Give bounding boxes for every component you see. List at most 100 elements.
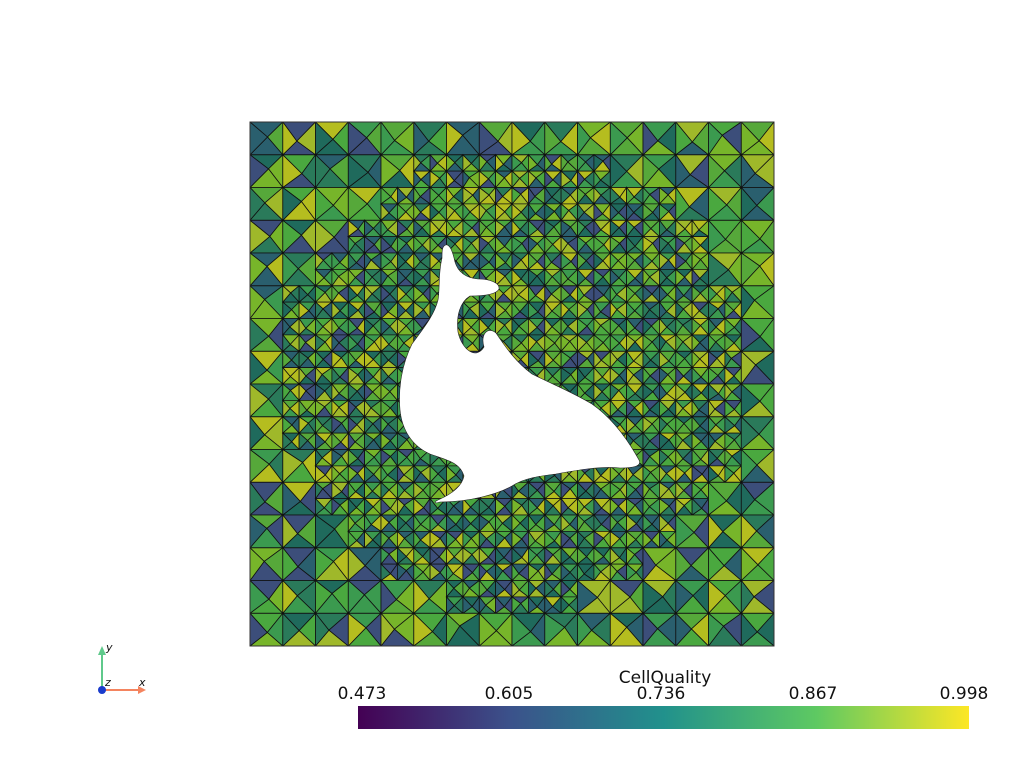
- mesh-cell: [396, 432, 408, 451]
- mesh-cell: [380, 284, 391, 304]
- x-axis-arrowhead: [138, 686, 146, 694]
- mesh-cell: [282, 301, 293, 320]
- mesh-cell: [380, 546, 390, 566]
- mesh-cell: [282, 399, 291, 418]
- mesh-cell: [560, 219, 572, 238]
- mesh-cell: [413, 153, 422, 173]
- mesh-cell: [364, 481, 373, 500]
- mesh-cell: [740, 612, 758, 646]
- mesh-cell: [675, 252, 687, 271]
- mesh-cell: [724, 350, 732, 369]
- mesh-cell: [364, 464, 375, 484]
- mesh-cell: [478, 301, 489, 320]
- mesh-cell: [675, 350, 686, 369]
- mesh-cell: [708, 153, 726, 189]
- mesh-cell: [626, 186, 635, 205]
- mesh-cell: [511, 562, 520, 582]
- mesh-cell: [642, 579, 664, 615]
- mesh-cell: [740, 546, 759, 582]
- mesh-cell: [429, 563, 441, 582]
- mesh-cell: [396, 252, 407, 271]
- mesh-cell: [380, 514, 390, 533]
- mesh-cell: [364, 497, 374, 516]
- mesh-cell: [495, 252, 507, 271]
- mesh-cell: [528, 252, 538, 271]
- mesh-cell: [626, 334, 636, 353]
- mesh-cell: [250, 122, 269, 156]
- mesh-cell: [659, 300, 668, 320]
- mesh-cell: [396, 415, 405, 435]
- mesh-cell: [560, 546, 571, 565]
- mesh-cell: [724, 334, 735, 353]
- mesh-cell: [462, 563, 474, 582]
- mesh-cell: [282, 333, 291, 353]
- mesh-cell: [626, 514, 638, 533]
- mesh-cell: [282, 366, 291, 385]
- mesh-cell: [478, 546, 490, 565]
- mesh-cell: [609, 268, 620, 287]
- mesh-cell: [577, 284, 585, 304]
- mesh-cell: [446, 186, 455, 205]
- mesh-cell: [659, 415, 668, 435]
- mesh-cell: [724, 301, 735, 320]
- mesh-cell: [708, 333, 717, 353]
- mesh-cell: [528, 513, 537, 533]
- mesh-cell: [626, 317, 636, 336]
- mesh-cell: [675, 284, 685, 303]
- mesh-cell: [380, 563, 392, 582]
- mesh-cell: [659, 252, 670, 271]
- mesh-cell: [691, 350, 701, 369]
- mesh-cell: [544, 235, 554, 255]
- mesh-cell: [511, 219, 521, 238]
- mesh-cell: [560, 350, 572, 369]
- mesh-cell: [544, 514, 555, 533]
- mesh-cell: [544, 481, 555, 500]
- mesh-cell: [511, 153, 523, 172]
- mesh-cell: [659, 366, 669, 386]
- mesh-cell: [298, 317, 307, 336]
- mesh-cell: [528, 186, 536, 205]
- mesh-cell: [691, 284, 701, 304]
- mesh-cell: [642, 514, 653, 533]
- mesh-cell: [675, 317, 684, 337]
- mesh-cell: [691, 252, 702, 271]
- mesh-cell: [675, 415, 685, 435]
- mesh-cell: [511, 481, 520, 500]
- mesh-cell: [675, 399, 684, 418]
- mesh-cell: [347, 383, 358, 402]
- mesh-cell: [347, 122, 368, 156]
- mesh-cell: [740, 481, 756, 517]
- mesh-cell: [364, 513, 372, 533]
- mesh-cell: [626, 268, 636, 287]
- mesh-cell: [560, 579, 571, 598]
- mesh-cell: [675, 366, 685, 385]
- mesh-cell: [626, 464, 634, 484]
- mesh-cell: [347, 333, 359, 353]
- mesh-cell: [446, 562, 454, 582]
- mesh-cell: [659, 481, 670, 500]
- mesh-cell: [315, 186, 334, 222]
- mesh-cell: [642, 203, 654, 222]
- mesh-cell: [315, 383, 326, 402]
- mesh-cell: [511, 334, 523, 353]
- mesh-cell: [364, 219, 374, 238]
- colorbar-tick-label: 0.605: [484, 684, 534, 704]
- mesh-cell: [462, 497, 472, 516]
- mesh-cell: [626, 202, 635, 222]
- mesh-cell: [609, 366, 620, 385]
- mesh-cell: [282, 186, 303, 222]
- mesh-cell: [626, 546, 636, 566]
- mesh-cell: [642, 415, 653, 435]
- mesh-cell: [593, 202, 604, 222]
- mesh-cell: [609, 481, 621, 500]
- mesh-cell: [708, 301, 719, 320]
- mesh-cell: [609, 186, 621, 205]
- mesh-cell: [298, 350, 309, 369]
- mesh-cell: [675, 432, 684, 451]
- mesh-cell: [315, 415, 324, 435]
- mesh-cell: [659, 448, 669, 467]
- mesh-cell: [347, 268, 356, 287]
- mesh-cell: [315, 301, 324, 320]
